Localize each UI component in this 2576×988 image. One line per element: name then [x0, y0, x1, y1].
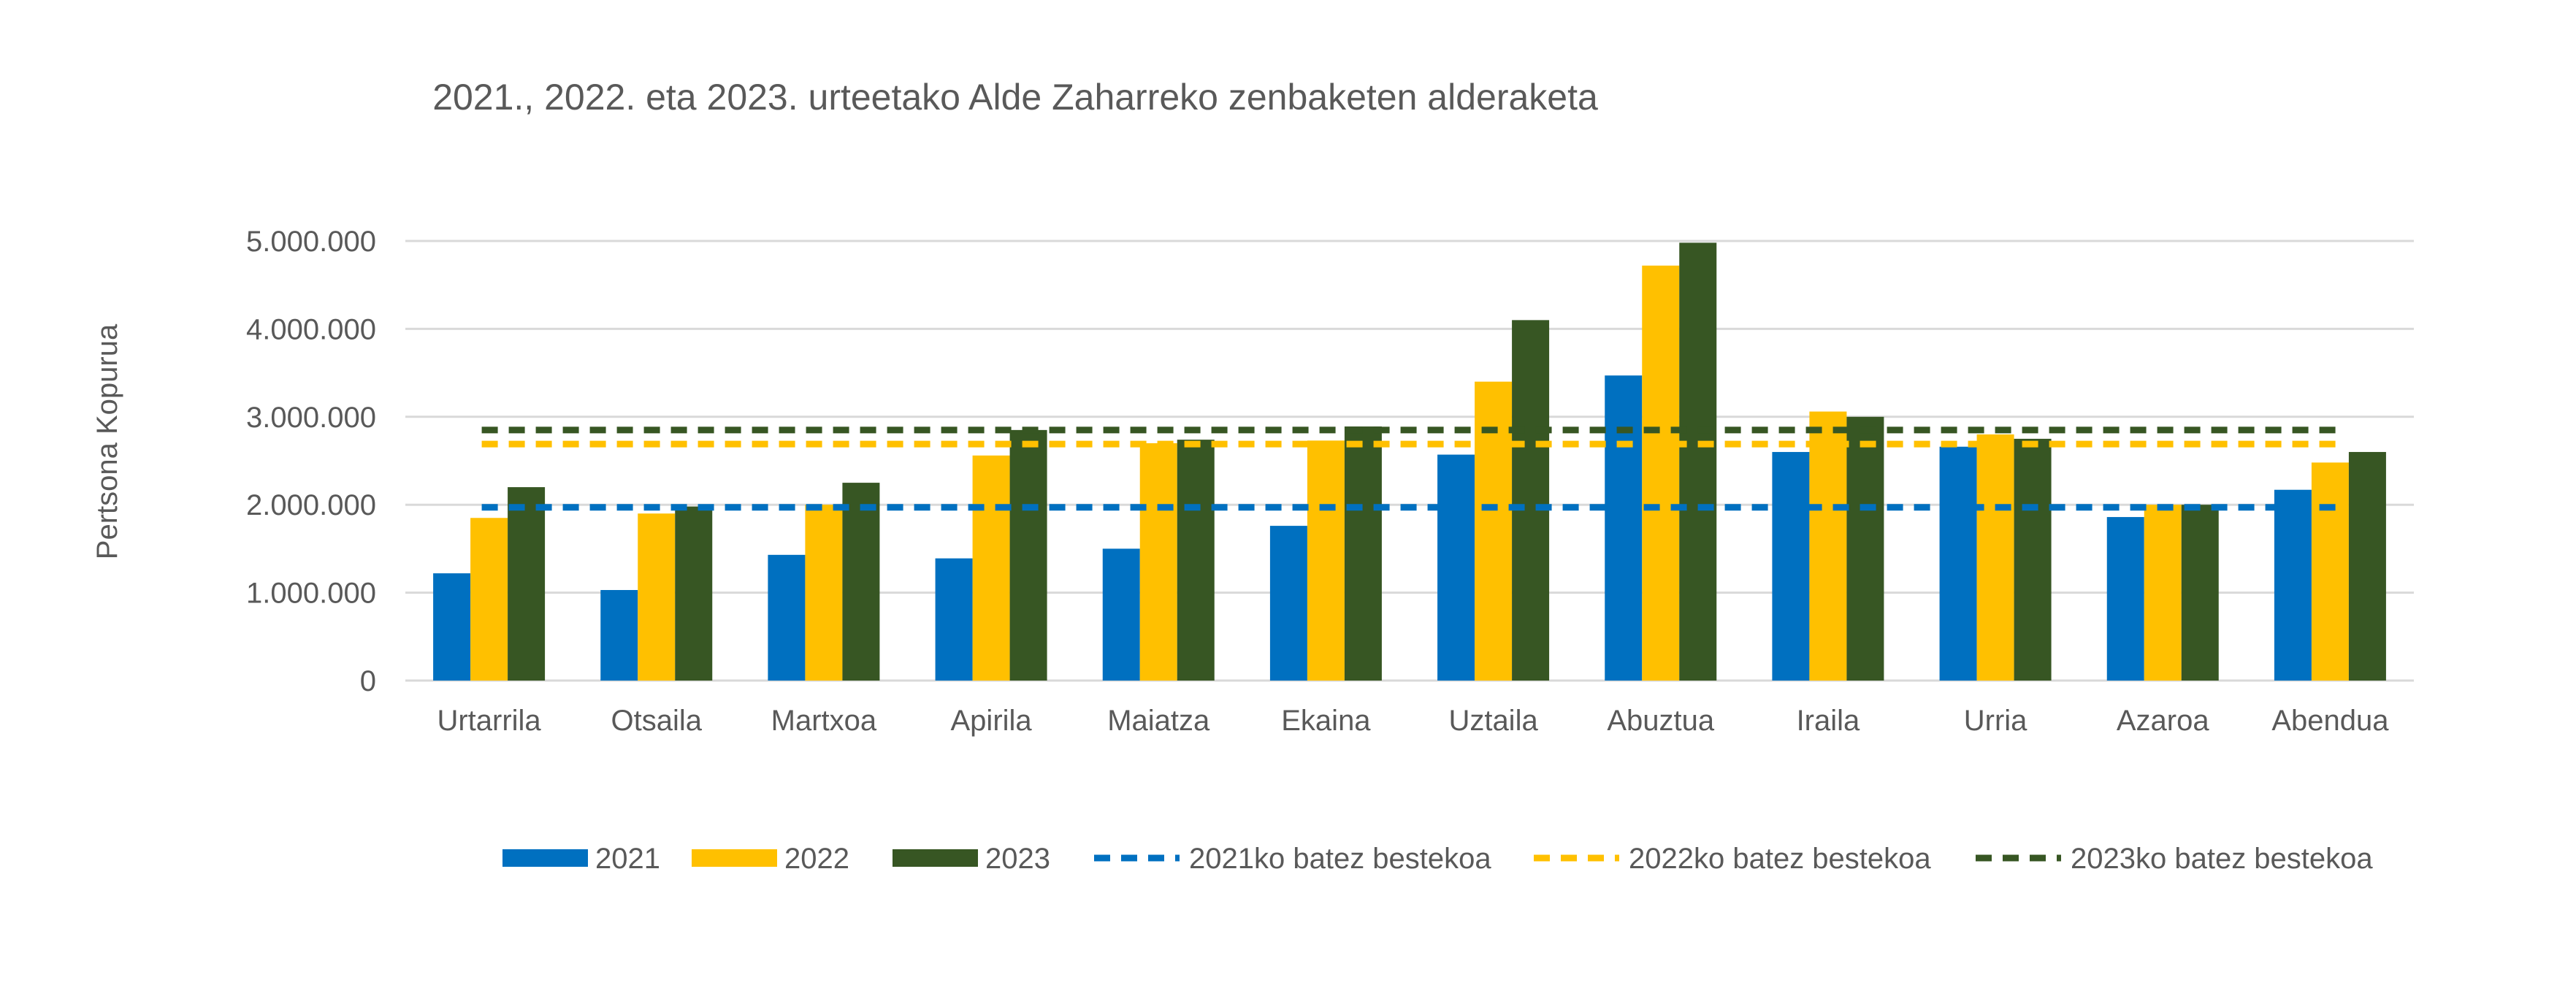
x-tick-label: Ekaina [1281, 705, 1371, 737]
bar-2023-Iraila [1846, 416, 1884, 681]
legend-label: 2021ko batez bestekoa [1189, 843, 1491, 875]
bar-2021-Otsaila [600, 589, 638, 681]
bar-2023-Martxoa [842, 483, 880, 681]
bar-2022-Urria [1976, 434, 2014, 681]
bar-2022-Urtarrila [470, 518, 508, 681]
x-tick-label: Abuztua [1607, 705, 1715, 737]
y-tick-label: 0 [360, 665, 376, 697]
bar-2021-Ekaina [1269, 526, 1307, 681]
x-tick-label: Uztaila [1448, 705, 1538, 737]
bar-2023-Abendua [2348, 451, 2386, 681]
bar-2023-Urria [2014, 438, 2052, 681]
y-tick-label: 1.000.000 [246, 578, 376, 610]
average-lines [481, 426, 2338, 511]
bar-2023-Apirila [1009, 429, 1047, 681]
bar-2022-Ekaina [1307, 440, 1345, 681]
bar-2023-Maiatza [1177, 440, 1215, 681]
y-tick-label: 5.000.000 [246, 226, 376, 258]
bar-2022-Uztaila [1475, 381, 1513, 681]
x-tick-label: Iraila [1797, 705, 1860, 737]
bar-2023-Azaroa [2181, 505, 2219, 681]
bar-2021-Martxoa [768, 554, 806, 681]
bar-2022-Abuztua [1642, 265, 1680, 681]
x-tick-label: Apirila [951, 705, 1033, 737]
bar-2021-Abendua [2274, 489, 2312, 681]
x-tick-label: Azaroa [2117, 705, 2209, 737]
legend-label: 2023ko batez bestekoa [2071, 843, 2373, 875]
bar-2021-Uztaila [1437, 454, 1475, 681]
bar-2022-Maiatza [1139, 443, 1177, 681]
legend-label: 2022ko batez bestekoa [1629, 843, 1931, 875]
bar-2022-Otsaila [638, 513, 676, 681]
bar-2023-Otsaila [675, 506, 713, 681]
bar-2022-Azaroa [2144, 505, 2182, 681]
bar-2023-Abuztua [1679, 242, 1717, 681]
bar-2021-Azaroa [2106, 517, 2144, 681]
y-tick-label: 2.000.000 [246, 489, 376, 521]
x-tick-label: Maiatza [1107, 705, 1210, 737]
legend-label: 2021 [595, 843, 660, 875]
x-tick-label: Urtarrila [437, 705, 541, 737]
bar-2023-Urtarrila [508, 487, 546, 681]
bar-2021-Urtarrila [433, 573, 471, 681]
legend-label: 2023 [985, 843, 1050, 875]
legend-swatch-2023 [893, 849, 978, 867]
legend-label: 2022 [784, 843, 849, 875]
bar-2021-Maiatza [1102, 548, 1140, 681]
bar-2022-Apirila [972, 455, 1010, 681]
bar-2021-Abuztua [1605, 375, 1643, 681]
chart-title: 2021., 2022. eta 2023. urteetako Alde Za… [432, 77, 1598, 118]
y-tick-label: 3.000.000 [246, 402, 376, 434]
x-axis-ticks: Urtarrila Otsaila Martxoa Apirila Maiatza Eka… [437, 705, 2389, 737]
legend-swatch-2022 [692, 849, 777, 867]
x-tick-label: Otsaila [611, 705, 703, 737]
x-tick-label: Martxoa [771, 705, 877, 737]
y-tick-label: 4.000.000 [246, 313, 376, 345]
bar-2023-Ekaina [1344, 426, 1382, 681]
bar-2022-Abendua [2311, 462, 2349, 681]
bar-2022-Iraila [1809, 411, 1847, 681]
legend: 2021 2022 2023 2021ko batez bestekoa 2022ko … [502, 843, 2373, 875]
y-axis-ticks: 0 1.000.000 2.000.000 3.000.000 4.000.000 5.0… [246, 226, 376, 697]
legend-swatch-2021 [502, 849, 588, 867]
bar-2023-Uztaila [1512, 320, 1550, 681]
bar-2021-Urria [1939, 446, 1977, 681]
bars-group [433, 242, 2386, 681]
bar-2021-Apirila [935, 558, 973, 681]
y-axis-label: Pertsona Kopurua [91, 323, 123, 559]
x-tick-label: Abendua [2271, 705, 2389, 737]
bar-2021-Iraila [1772, 451, 1810, 681]
x-tick-label: Urria [1964, 705, 2027, 737]
bar-2022-Martxoa [805, 505, 843, 681]
